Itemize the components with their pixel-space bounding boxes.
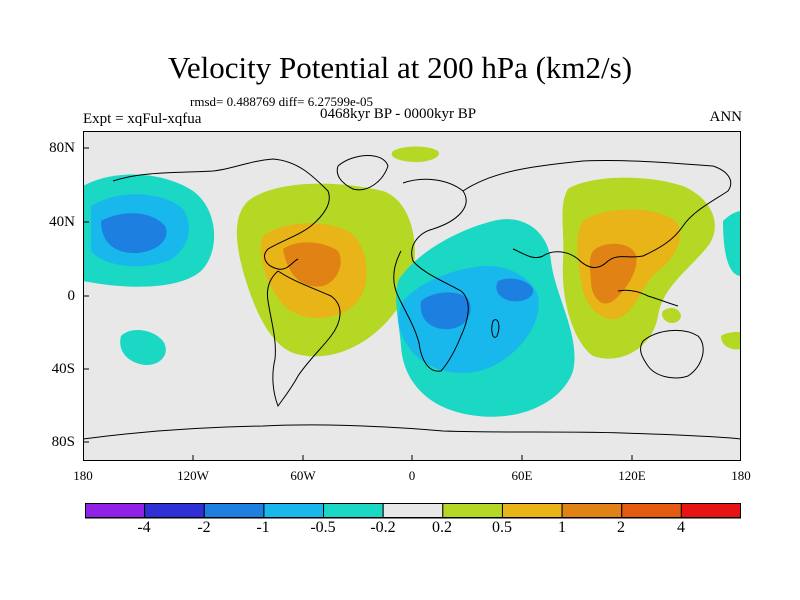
- coast-antarctica: [83, 424, 741, 440]
- lon-tick-60e: 60E: [511, 468, 533, 483]
- coast-greenland: [336, 155, 389, 191]
- lat-tick-0: 0: [67, 288, 76, 304]
- lon-tick-60w: 60W: [290, 468, 316, 483]
- axis-ticks: [83, 147, 633, 461]
- colorbar-label: -0.5: [310, 519, 336, 536]
- colorbar-box: [442, 503, 503, 519]
- colorbar-label: 0.5: [492, 519, 512, 536]
- colorbar-label: -1: [256, 519, 270, 536]
- lat-tick-40s: 40S: [51, 361, 75, 377]
- colorbar-box: [203, 503, 265, 519]
- colorbar-label: -2: [197, 519, 211, 536]
- coast-indonesia: [617, 289, 679, 307]
- colorbar-label: 1: [558, 519, 566, 536]
- contour-neg-npacific-core: [101, 213, 167, 254]
- experiment-label: Expt = xqFul-xqfua: [83, 111, 202, 127]
- coast-north-america: [112, 158, 330, 270]
- contour-pos-asia-core: [589, 243, 637, 304]
- lon-tick-0: 0: [408, 468, 416, 483]
- coast-africa-europe: [393, 178, 469, 372]
- colorbar-box: [680, 503, 741, 519]
- colorbar-box: [501, 503, 563, 519]
- contour-neg-africa-core-east: [496, 278, 534, 302]
- coast-madagascar: [491, 319, 500, 338]
- lon-tick-180w: 180: [73, 468, 93, 483]
- season-label: ANN: [709, 109, 743, 125]
- coast-eurasia: [462, 159, 732, 268]
- colorbar-frame: [85, 503, 741, 518]
- contour-pos-arctic: [391, 146, 439, 163]
- velocity-potential-map: [83, 131, 741, 461]
- contour-neg-africa-core-west: [420, 292, 471, 330]
- period-label: 0468kyr BP - 0000kyr BP: [320, 106, 477, 122]
- colorbar-label: 4: [677, 519, 685, 536]
- lon-tick-120e: 120E: [618, 468, 646, 483]
- contour-pos-atlantic-core: [283, 242, 341, 287]
- coastlines: [83, 155, 741, 440]
- colorbar-label: 2: [617, 519, 625, 536]
- coast-australia: [640, 329, 704, 379]
- lon-tick-180e: 180: [731, 468, 751, 483]
- colorbar-box: [263, 503, 325, 519]
- contour-neg-spacific: [120, 329, 166, 366]
- contour-fields: [83, 146, 741, 417]
- colorbar-box: [323, 503, 384, 519]
- coast-south-america: [266, 270, 341, 408]
- colorbar-label: -4: [137, 519, 151, 536]
- colorbar: [85, 503, 741, 519]
- colorbar-box: [561, 503, 623, 519]
- lat-tick-80n: 80N: [49, 140, 75, 156]
- lat-tick-80s: 80S: [51, 434, 75, 450]
- contour-neg-edge-east: [723, 211, 741, 276]
- colorbar-box: [85, 503, 146, 519]
- colorbar-label: 0.2: [432, 519, 452, 536]
- colorbar-box: [621, 503, 682, 519]
- lat-tick-40n: 40N: [49, 214, 75, 230]
- colorbar-box: [144, 503, 205, 519]
- colorbar-label: -0.2: [370, 519, 396, 536]
- colorbar-box: [382, 503, 444, 519]
- contour-pos-east-edge: [721, 331, 741, 350]
- contour-pos-westpac-small: [662, 307, 681, 323]
- chart-title: Velocity Potential at 200 hPa (km2/s): [167, 50, 633, 85]
- rmsd-stats: rmsd= 0.488769 diff= 6.27599e-05: [190, 94, 374, 109]
- lon-tick-120w: 120W: [177, 468, 209, 483]
